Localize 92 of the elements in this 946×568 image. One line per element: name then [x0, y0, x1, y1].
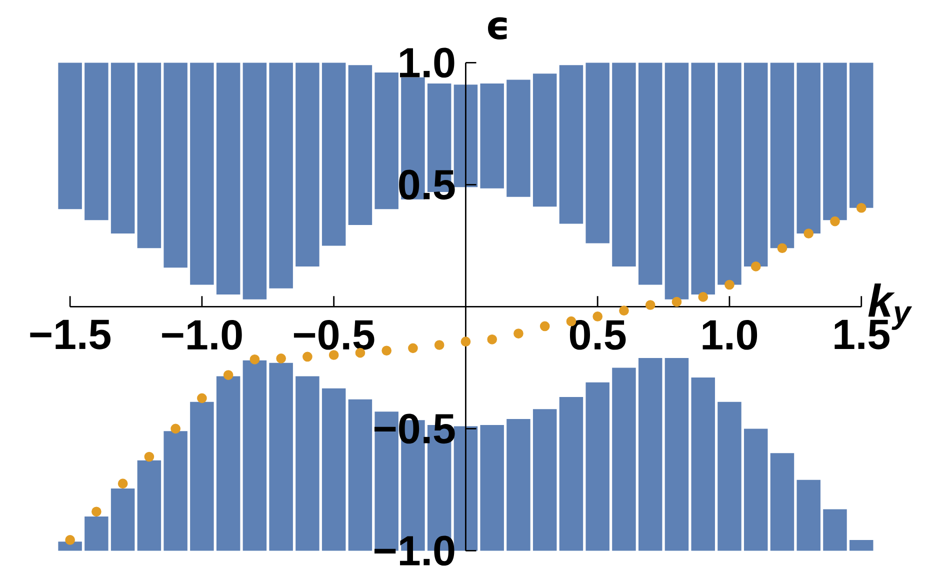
point [250, 354, 260, 364]
point [223, 370, 234, 380]
bar [190, 62, 214, 285]
bar [480, 83, 504, 188]
bar [744, 428, 768, 551]
bar [770, 62, 794, 248]
point [645, 300, 656, 310]
bar [164, 62, 188, 268]
bar [58, 62, 82, 210]
point [540, 321, 550, 332]
point [434, 340, 444, 350]
point [777, 243, 788, 254]
point [856, 202, 866, 213]
point [92, 506, 102, 517]
bar [216, 376, 240, 551]
bar [58, 542, 82, 551]
point [750, 262, 761, 272]
bar [190, 402, 214, 551]
bar [691, 62, 715, 294]
bar [348, 399, 372, 551]
bar [110, 62, 135, 234]
bar [532, 74, 557, 207]
point [698, 292, 708, 302]
bar [84, 516, 108, 551]
bar [612, 62, 636, 266]
bar [612, 368, 636, 551]
point [672, 296, 682, 307]
bar [269, 62, 293, 288]
y-axis-title: ϵ [488, 17, 507, 40]
bar [849, 540, 874, 551]
y-tick-label: 1.0 [400, 48, 454, 78]
point [408, 343, 418, 354]
bar [374, 72, 398, 210]
bar [559, 65, 584, 224]
point [382, 346, 392, 356]
x-tick-label: 1.0 [702, 320, 758, 350]
bar [664, 358, 689, 551]
bar [216, 62, 240, 294]
x-tick-label: −1.0 [162, 320, 242, 350]
bar [110, 488, 135, 551]
bar [84, 62, 108, 220]
bar [823, 509, 847, 551]
point [487, 334, 498, 344]
bar [664, 62, 689, 300]
bar [506, 80, 530, 197]
bar [559, 396, 584, 551]
bar [796, 62, 820, 234]
x-tick-label: 0.5 [570, 320, 626, 350]
bar [532, 409, 557, 551]
bar [296, 376, 320, 551]
bar [480, 425, 504, 551]
point [302, 352, 312, 362]
bar [322, 388, 346, 551]
point [804, 228, 814, 238]
point [830, 216, 840, 226]
bar [454, 84, 478, 188]
point [65, 535, 75, 545]
bar [718, 62, 742, 285]
bar [506, 418, 530, 551]
point [619, 306, 629, 316]
bar [242, 360, 267, 551]
point [724, 280, 734, 290]
point [118, 478, 128, 489]
bar [586, 382, 610, 551]
bar [718, 402, 742, 551]
bar [849, 62, 874, 208]
point [144, 452, 154, 462]
bar [744, 62, 768, 266]
point [170, 424, 180, 434]
bar [296, 62, 320, 266]
bar [348, 65, 372, 225]
bar [269, 362, 293, 551]
bar [770, 453, 794, 551]
point [276, 354, 286, 364]
bar [823, 62, 847, 220]
bar [638, 62, 662, 285]
bar [796, 480, 820, 551]
bar [322, 62, 346, 246]
x-tick-label: −0.5 [294, 320, 374, 350]
point [460, 336, 471, 347]
bar [164, 431, 188, 551]
bar [586, 62, 610, 244]
point [514, 328, 524, 338]
bar [242, 62, 267, 300]
point [328, 350, 339, 360]
bar [137, 62, 162, 248]
bar [638, 358, 662, 551]
bar [454, 426, 478, 551]
x-tick-label: −1.5 [30, 320, 110, 350]
point [197, 393, 207, 404]
bar [137, 460, 162, 551]
bar [691, 377, 715, 551]
